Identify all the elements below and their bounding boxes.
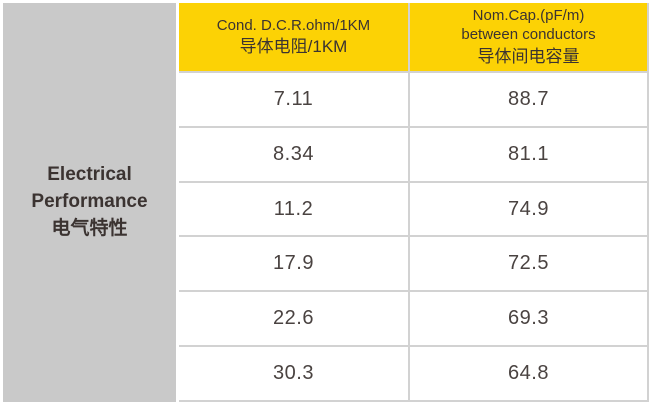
cell-dcr-row2: 8.34 [179, 127, 408, 181]
data-grid: Cond. D.C.R.ohm/1KM 导体电阻/1KM Nom.Cap.(pF… [179, 3, 649, 402]
column-header-cap-zh: 导体间电容量 [477, 46, 580, 66]
cell-dcr-row4: 17.9 [179, 237, 408, 291]
cell-dcr-row1: 7.11 [179, 73, 408, 126]
column-header-cap: Nom.Cap.(pF/m) between conductors 导体间电容量 [410, 3, 647, 71]
row-group-header-electrical-performance: Electrical Performance 电气特性 [3, 3, 176, 402]
column-header-dcr-en: Cond. D.C.R.ohm/1KM [216, 16, 371, 34]
cell-cap-row2: 81.1 [410, 127, 647, 181]
cell-cap-row6: 64.8 [410, 347, 647, 400]
column-header-cap-en1: Nom.Cap.(pF/m) [472, 7, 585, 25]
cell-cap-row4: 72.5 [410, 237, 647, 291]
row-group-title-line3: 电气特性 [51, 217, 128, 239]
cell-dcr-row3: 11.2 [179, 182, 408, 236]
cell-dcr-row5: 22.6 [179, 292, 408, 346]
column-header-cap-en2: between conductors [461, 25, 596, 43]
cell-cap-row1: 88.7 [410, 73, 647, 126]
row-group-title-line1: Electrical [47, 164, 132, 186]
column-header-dcr: Cond. D.C.R.ohm/1KM 导体电阻/1KM [179, 3, 408, 71]
cell-dcr-row6: 30.3 [179, 347, 408, 400]
cell-cap-row5: 69.3 [410, 292, 647, 346]
cell-cap-row3: 74.9 [410, 182, 647, 236]
column-header-dcr-zh: 导体电阻/1KM [239, 37, 348, 57]
row-group-title-line2: Performance [31, 191, 148, 213]
